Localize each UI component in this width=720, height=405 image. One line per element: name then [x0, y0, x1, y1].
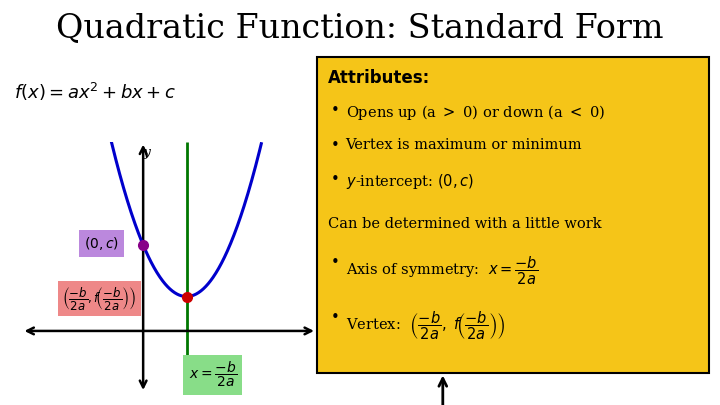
Text: Attributes:: Attributes: [328, 69, 430, 87]
Text: Quadratic Function: Standard Form: Quadratic Function: Standard Form [56, 12, 664, 44]
Text: •: • [331, 310, 340, 325]
Text: Vertex is maximum or minimum: Vertex is maximum or minimum [346, 138, 582, 152]
Text: y: y [143, 146, 150, 159]
Text: Can be determined with a little work: Can be determined with a little work [328, 217, 601, 231]
Text: Axis of symmetry:  $x = \dfrac{-b}{2a}$: Axis of symmetry: $x = \dfrac{-b}{2a}$ [346, 255, 538, 287]
Text: •: • [331, 172, 340, 187]
Text: •: • [331, 138, 340, 153]
Text: $x = \dfrac{-b}{2a}$: $x = \dfrac{-b}{2a}$ [189, 360, 237, 390]
Text: $y$-intercept: $(0, c)$: $y$-intercept: $(0, c)$ [346, 172, 474, 191]
Text: $(0, c)$: $(0, c)$ [84, 235, 120, 252]
Text: Vertex:  $\left(\dfrac{-b}{2a},\ f\!\left(\dfrac{-b}{2a}\right)\right)$: Vertex: $\left(\dfrac{-b}{2a},\ f\!\left… [346, 310, 505, 342]
Text: Opens up (a $>$ 0) or down (a $<$ 0): Opens up (a $>$ 0) or down (a $<$ 0) [346, 103, 605, 122]
FancyBboxPatch shape [317, 57, 709, 373]
Text: $f(x) = ax^2 + bx + c$: $f(x) = ax^2 + bx + c$ [14, 81, 176, 103]
Text: $\left(\dfrac{-b}{2a}, f\!\left(\dfrac{-b}{2a}\right)\right)$: $\left(\dfrac{-b}{2a}, f\!\left(\dfrac{-… [63, 285, 137, 312]
Text: •: • [331, 103, 340, 118]
Text: •: • [331, 255, 340, 270]
